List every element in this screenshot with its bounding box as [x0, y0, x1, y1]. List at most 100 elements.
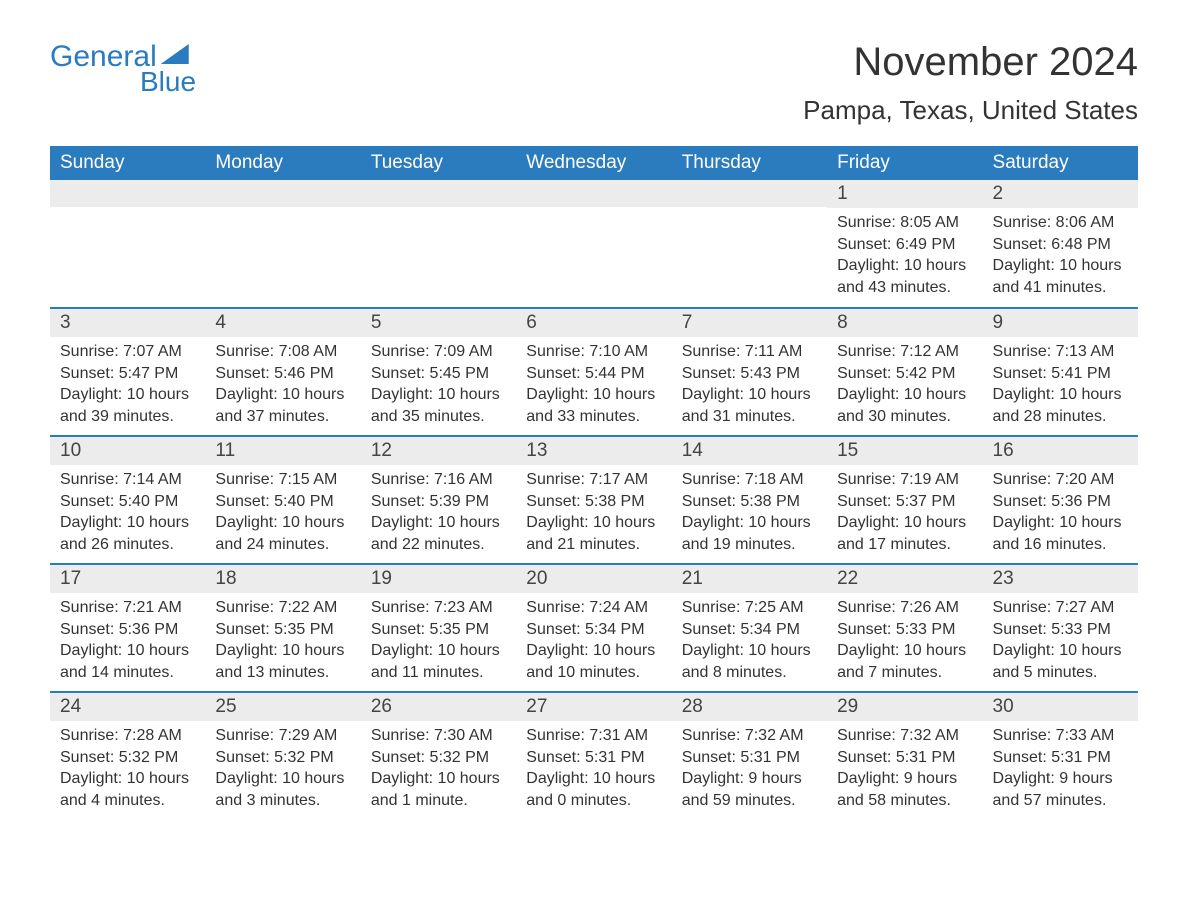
day-details: Sunrise: 7:17 AMSunset: 5:38 PMDaylight:… — [516, 465, 671, 561]
day-details: Sunrise: 7:23 AMSunset: 5:35 PMDaylight:… — [361, 593, 516, 689]
day-details: Sunrise: 7:29 AMSunset: 5:32 PMDaylight:… — [205, 721, 360, 817]
logo-sail-icon — [161, 44, 189, 64]
calendar-body: 1Sunrise: 8:05 AMSunset: 6:49 PMDaylight… — [50, 180, 1138, 820]
sunrise-text: Sunrise: 7:19 AM — [837, 469, 972, 491]
empty-day — [205, 180, 360, 207]
day-number: 7 — [672, 309, 827, 337]
daylight-text: Daylight: 10 hours and 0 minutes. — [526, 768, 661, 811]
day-details: Sunrise: 7:22 AMSunset: 5:35 PMDaylight:… — [205, 593, 360, 689]
sunrise-text: Sunrise: 7:22 AM — [215, 597, 350, 619]
calendar-cell: 19Sunrise: 7:23 AMSunset: 5:35 PMDayligh… — [361, 564, 516, 692]
sunrise-text: Sunrise: 7:12 AM — [837, 341, 972, 363]
day-number: 24 — [50, 693, 205, 721]
day-details: Sunrise: 7:24 AMSunset: 5:34 PMDaylight:… — [516, 593, 671, 689]
day-details: Sunrise: 7:12 AMSunset: 5:42 PMDaylight:… — [827, 337, 982, 433]
calendar-cell: 5 Sunrise: 7:09 AMSunset: 5:45 PMDaylight… — [361, 308, 516, 436]
day-number: 5 — [361, 309, 516, 337]
sunset-text: Sunset: 5:47 PM — [60, 363, 195, 385]
day-details: Sunrise: 7:28 AMSunset: 5:32 PMDaylight:… — [50, 721, 205, 817]
daylight-text: Daylight: 10 hours and 24 minutes. — [215, 512, 350, 555]
sunrise-text: Sunrise: 7:32 AM — [837, 725, 972, 747]
daylight-text: Daylight: 10 hours and 17 minutes. — [837, 512, 972, 555]
daylight-text: Daylight: 10 hours and 35 minutes. — [371, 384, 506, 427]
daylight-text: Daylight: 10 hours and 7 minutes. — [837, 640, 972, 683]
title-block: November 2024 Pampa, Texas, United State… — [803, 40, 1138, 138]
calendar-cell: 14Sunrise: 7:18 AMSunset: 5:38 PMDayligh… — [672, 436, 827, 564]
month-title: November 2024 — [803, 40, 1138, 85]
sunrise-text: Sunrise: 7:31 AM — [526, 725, 661, 747]
day-number: 6 — [516, 309, 671, 337]
calendar-cell — [672, 180, 827, 308]
calendar-cell: 7Sunrise: 7:11 AMSunset: 5:43 PMDaylight… — [672, 308, 827, 436]
sunset-text: Sunset: 5:31 PM — [526, 747, 661, 769]
sunrise-text: Sunrise: 7:16 AM — [371, 469, 506, 491]
calendar-cell: 22Sunrise: 7:26 AMSunset: 5:33 PMDayligh… — [827, 564, 982, 692]
weekday-header: Wednesday — [516, 146, 671, 180]
sunset-text: Sunset: 5:34 PM — [526, 619, 661, 641]
weekday-header: Monday — [205, 146, 360, 180]
sunrise-text: Sunrise: 7:28 AM — [60, 725, 195, 747]
sunset-text: Sunset: 5:32 PM — [60, 747, 195, 769]
calendar-cell: 8Sunrise: 7:12 AMSunset: 5:42 PMDaylight… — [827, 308, 982, 436]
sunrise-text: Sunrise: 7:07 AM — [60, 341, 195, 363]
calendar-cell — [361, 180, 516, 308]
day-number: 14 — [672, 437, 827, 465]
day-number: 28 — [672, 693, 827, 721]
sunset-text: Sunset: 5:35 PM — [215, 619, 350, 641]
daylight-text: Daylight: 10 hours and 14 minutes. — [60, 640, 195, 683]
sunrise-text: Sunrise: 7:33 AM — [993, 725, 1128, 747]
calendar-cell: 13Sunrise: 7:17 AMSunset: 5:38 PMDayligh… — [516, 436, 671, 564]
day-details: Sunrise: 7:15 AMSunset: 5:40 PMDaylight:… — [205, 465, 360, 561]
sunset-text: Sunset: 5:33 PM — [993, 619, 1128, 641]
day-number: 22 — [827, 565, 982, 593]
sunset-text: Sunset: 5:45 PM — [371, 363, 506, 385]
day-details: Sunrise: 7:21 AMSunset: 5:36 PMDaylight:… — [50, 593, 205, 689]
sunset-text: Sunset: 5:40 PM — [60, 491, 195, 513]
calendar-cell: 27Sunrise: 7:31 AMSunset: 5:31 PMDayligh… — [516, 692, 671, 820]
day-number: 15 — [827, 437, 982, 465]
day-number: 21 — [672, 565, 827, 593]
calendar-cell: 30Sunrise: 7:33 AMSunset: 5:31 PMDayligh… — [983, 692, 1138, 820]
daylight-text: Daylight: 10 hours and 37 minutes. — [215, 384, 350, 427]
day-details: Sunrise: 7:32 AMSunset: 5:31 PMDaylight:… — [827, 721, 982, 817]
calendar-cell: 18Sunrise: 7:22 AMSunset: 5:35 PMDayligh… — [205, 564, 360, 692]
sunset-text: Sunset: 5:33 PM — [837, 619, 972, 641]
calendar-cell: 26Sunrise: 7:30 AMSunset: 5:32 PMDayligh… — [361, 692, 516, 820]
day-details: Sunrise: 7:16 AMSunset: 5:39 PMDaylight:… — [361, 465, 516, 561]
sunset-text: Sunset: 6:49 PM — [837, 234, 972, 256]
calendar-cell: 16Sunrise: 7:20 AMSunset: 5:36 PMDayligh… — [983, 436, 1138, 564]
calendar-cell: 6Sunrise: 7:10 AMSunset: 5:44 PMDaylight… — [516, 308, 671, 436]
calendar-week-row: 1 Sunrise: 8:05 AMSunset: 6:49 PMDaylight… — [50, 180, 1138, 308]
sunrise-text: Sunrise: 7:11 AM — [682, 341, 817, 363]
sunset-text: Sunset: 5:31 PM — [837, 747, 972, 769]
sunset-text: Sunset: 5:40 PM — [215, 491, 350, 513]
day-details: Sunrise: 7:33 AMSunset: 5:31 PMDaylight:… — [983, 721, 1138, 817]
sunrise-text: Sunrise: 7:08 AM — [215, 341, 350, 363]
sunrise-text: Sunrise: 7:27 AM — [993, 597, 1128, 619]
daylight-text: Daylight: 10 hours and 43 minutes. — [837, 255, 972, 298]
day-details: Sunrise: 7:19 AMSunset: 5:37 PMDaylight:… — [827, 465, 982, 561]
sunrise-text: Sunrise: 7:09 AM — [371, 341, 506, 363]
sunrise-text: Sunrise: 7:21 AM — [60, 597, 195, 619]
sunset-text: Sunset: 5:39 PM — [371, 491, 506, 513]
daylight-text: Daylight: 10 hours and 11 minutes. — [371, 640, 506, 683]
sunrise-text: Sunrise: 7:20 AM — [993, 469, 1128, 491]
calendar-week-row: 17Sunrise: 7:21 AMSunset: 5:36 PMDayligh… — [50, 564, 1138, 692]
day-details: Sunrise: 7:20 AMSunset: 5:36 PMDaylight:… — [983, 465, 1138, 561]
sunrise-text: Sunrise: 8:06 AM — [993, 212, 1128, 234]
sunset-text: Sunset: 5:35 PM — [371, 619, 506, 641]
day-number: 9 — [983, 309, 1138, 337]
sunset-text: Sunset: 5:37 PM — [837, 491, 972, 513]
sunrise-text: Sunrise: 7:23 AM — [371, 597, 506, 619]
calendar-cell: 21Sunrise: 7:25 AMSunset: 5:34 PMDayligh… — [672, 564, 827, 692]
day-number: 18 — [205, 565, 360, 593]
calendar-cell: 28Sunrise: 7:32 AMSunset: 5:31 PMDayligh… — [672, 692, 827, 820]
weekday-header-row: Sunday Monday Tuesday Wednesday Thursday… — [50, 146, 1138, 180]
sunrise-text: Sunrise: 7:25 AM — [682, 597, 817, 619]
daylight-text: Daylight: 10 hours and 39 minutes. — [60, 384, 195, 427]
daylight-text: Daylight: 9 hours and 59 minutes. — [682, 768, 817, 811]
empty-day — [50, 180, 205, 207]
daylight-text: Daylight: 10 hours and 5 minutes. — [993, 640, 1128, 683]
day-number: 1 — [827, 180, 982, 208]
sunrise-text: Sunrise: 8:05 AM — [837, 212, 972, 234]
